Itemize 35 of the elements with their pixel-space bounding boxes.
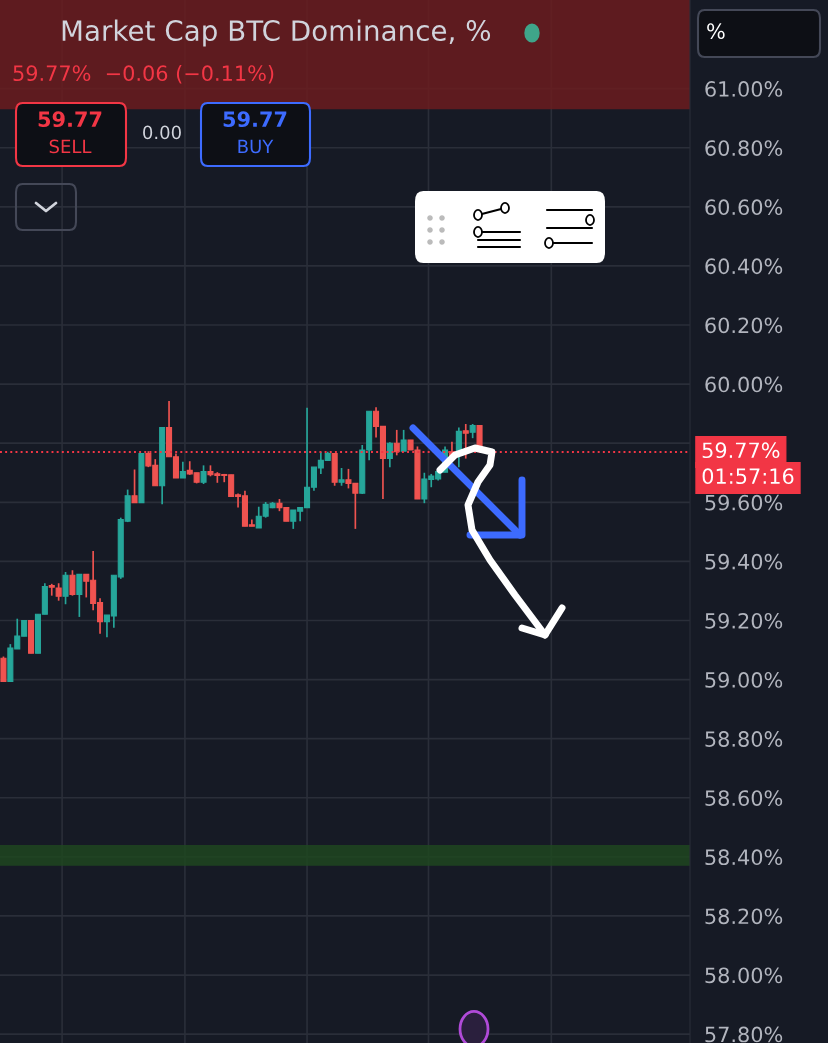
- y-tick-label: 57.80%: [705, 1026, 783, 1043]
- candlestick: [393, 429, 400, 457]
- candlestick: [462, 423, 469, 460]
- candlestick: [200, 464, 207, 485]
- y-tick-label: 59.60%: [705, 494, 783, 511]
- y-tick-label: 60.00%: [705, 376, 783, 393]
- candlestick: [0, 655, 7, 683]
- candlestick: [131, 468, 138, 504]
- candlestick: [69, 569, 76, 597]
- y-tick-label: 60.80%: [705, 140, 783, 156]
- candlestick: [62, 571, 69, 606]
- y-tick-label: 58.00%: [705, 967, 783, 984]
- y-tick-label: 61.00%: [705, 81, 783, 97]
- candlestick: [386, 441, 393, 468]
- y-tick-label: 58.40%: [705, 849, 783, 866]
- y-tick-label: 59.00%: [705, 672, 783, 688]
- annotation: 59.77: [223, 111, 287, 128]
- annotation: 0.00: [143, 125, 181, 140]
- annotation: 59.77: [38, 111, 102, 128]
- annotation: 59.77% −0.06 (−0.11%): [13, 64, 274, 84]
- ref-line-label: 59.77%: [702, 442, 780, 459]
- y-tick-label: 58.80%: [705, 731, 783, 747]
- text: Market Cap BTC Dominance, %: [62, 19, 491, 47]
- y-tick-label: 60.40%: [705, 258, 783, 275]
- y-tick-label: 59.20%: [705, 612, 783, 629]
- y-tick-label: 60.60%: [705, 199, 783, 216]
- y-tick-label: 60.20%: [705, 317, 783, 334]
- text: 01:57:16: [702, 468, 794, 485]
- y-tick-label: 58.20%: [705, 908, 783, 925]
- y-tick-label: 59.40%: [705, 553, 783, 570]
- candlestick: [76, 573, 83, 618]
- y-tick-label: 58.60%: [705, 790, 783, 806]
- annotation: SELL: [49, 139, 92, 154]
- text: %: [707, 23, 725, 40]
- annotation: BUY: [238, 139, 274, 154]
